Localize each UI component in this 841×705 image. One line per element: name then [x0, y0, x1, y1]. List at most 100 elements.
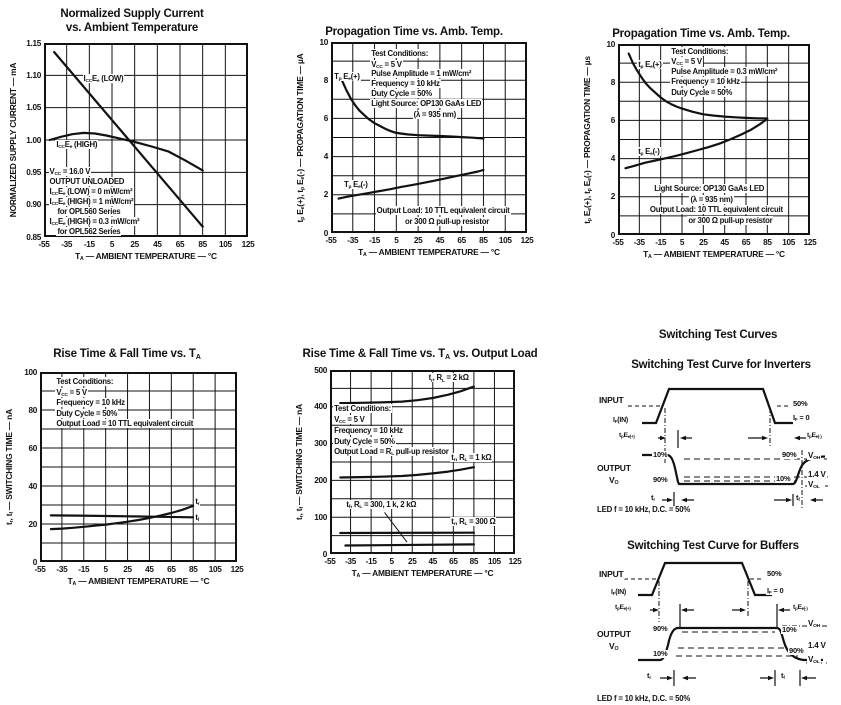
- input-waveform: [638, 561, 772, 597]
- y-tick-label: 4: [610, 154, 616, 164]
- x-axis-title: TA — AMBIENT TEMPERATURE — °C: [351, 568, 494, 580]
- arrowhead: [653, 607, 659, 613]
- x-tick-label: 105: [782, 238, 796, 247]
- y-tick-label: 20: [28, 519, 37, 529]
- v14-label: 1.4 V: [807, 641, 827, 650]
- y-axis-title: tp Ee(+), tp Ee(-) — PROPAGATION TIME — …: [295, 53, 307, 222]
- plot-border: [331, 42, 527, 233]
- x-tick-label: -35: [61, 240, 73, 249]
- plot-border: [330, 370, 515, 554]
- series-tp Ee(-): [624, 117, 769, 170]
- leader-line: [384, 512, 408, 543]
- annotation: Pulse Amplitude = 0.3 mW/cm²: [670, 66, 779, 76]
- chart-title: Propagation Time vs. Amb. Temp.: [612, 27, 790, 41]
- trtf-bracket-lines: [662, 492, 823, 508]
- x-tick-label: 105: [218, 240, 232, 249]
- arrowhead: [740, 607, 746, 613]
- chart-normalized-supply-current: Normalized Supply Current vs. Ambient Tem…: [8, 8, 255, 262]
- fifty-percent-label: 50%: [766, 569, 783, 578]
- arrowhead: [810, 497, 816, 503]
- ninety-percent-left-label: 90%: [652, 624, 669, 633]
- annotation: tr: [194, 497, 201, 508]
- ten-percent-right-label: 10%: [775, 474, 792, 483]
- y-tick-label: 6: [323, 113, 329, 123]
- x-tick-label: 45: [720, 238, 729, 247]
- y-tick-label: 0.85: [26, 232, 41, 242]
- x-tick-label: 125: [230, 565, 244, 574]
- x-tick-label: 85: [188, 565, 198, 574]
- y-tick-label: 0.95: [26, 167, 41, 177]
- x-tick-label: 45: [435, 236, 445, 245]
- x-tick-label: -55: [34, 565, 46, 574]
- plot-border: [618, 44, 810, 235]
- chart-propagation-time-1mw: Propagation Time vs. Amb. Temp. -55 -35 -15…: [295, 26, 534, 258]
- fifty-percent-label: 50%: [792, 399, 809, 408]
- voh-label: VOH: [807, 619, 822, 630]
- x-tick-label: 45: [153, 240, 162, 249]
- plot-border: [40, 372, 237, 562]
- annotation: Output Load: 10 TTL equivalent circuit: [648, 205, 784, 215]
- chart-title-line: Propagation Time vs. Amb. Temp.: [325, 26, 503, 38]
- ten-percent-right-label: 10%: [781, 625, 798, 634]
- annotation: Frequency = 10 kHz: [333, 426, 404, 436]
- annotation: Duty Cycle = 50%: [370, 89, 433, 99]
- x-tick-label: 65: [167, 565, 176, 574]
- annotation: VCC = 5 V: [55, 387, 88, 398]
- annotation: Test Conditions:: [55, 377, 115, 387]
- input-label: INPUT: [598, 569, 625, 579]
- series-ICCEe (HIGH): [48, 131, 204, 172]
- tr-label: tr: [646, 671, 652, 681]
- arrowhead: [768, 675, 774, 681]
- v14-label: 1.4 V: [807, 470, 827, 479]
- y-axis-title: tr, tf — SWITCHING TIME — nA: [4, 409, 16, 525]
- y-axis-title: tp Ee(+), tp Ee(-) — PROPAGATION TIME — …: [582, 55, 594, 224]
- annotation: Light Source: OP130 GaAs LED: [653, 184, 766, 194]
- vol-label: VOL: [807, 480, 821, 491]
- annotation: Frequency = 10 kHz: [370, 79, 441, 89]
- x-tick-label: 65: [449, 557, 458, 566]
- y-tick-label: 100: [314, 512, 327, 522]
- buffer-timing-diagram: INPUT IF(IN) 50% IF = 0 tpEe(+) tpEe(-) OUTPUT…: [590, 556, 841, 705]
- x-tick-label: 105: [488, 557, 501, 566]
- annotation: or 300 Ω pull-up resistor: [403, 216, 491, 226]
- y-tick-label: 8: [323, 75, 329, 85]
- x-tick-label: 25: [407, 557, 417, 566]
- x-tick-label: 85: [763, 238, 772, 247]
- x-tick-label: 65: [741, 238, 751, 247]
- annotation: Duty Cycle = 50%: [670, 87, 734, 97]
- x-tick-label: 5: [103, 565, 109, 574]
- annotation: VCC = 5 V: [370, 59, 403, 70]
- annotation: Pulse Amplitude = 1 mW/cm²: [370, 69, 473, 79]
- arrowhead: [667, 497, 673, 503]
- if-zero-label: IF = 0: [766, 586, 785, 596]
- y-tick-label: 40: [28, 481, 37, 491]
- ninety-percent-right-label: 90%: [788, 646, 805, 655]
- annotation: (λ = 935 nm): [689, 194, 734, 204]
- chart-title-line: Propagation Time vs. Amb. Temp.: [612, 28, 790, 40]
- annotation: or 300 Ω pull-up resistor: [687, 215, 774, 225]
- annotation: tr, RL = 1 kΩ: [450, 452, 493, 463]
- annotation: Frequency = 10 kHz: [55, 398, 126, 408]
- x-tick-label: 5: [394, 236, 399, 245]
- inverter-timing-diagram: INPUT IF(IN) 50% IF = 0 tpEe(+) tpEe(-) OUTPUT…: [590, 380, 841, 516]
- arrowhead: [680, 435, 686, 441]
- annotation: tr, RL = 300 Ω: [450, 516, 497, 527]
- annotation: ICCEe (LOW) = 0 mW/cm²: [48, 187, 134, 198]
- x-axis-title: TA — AMBIENT TEMPERATURE — °C: [643, 249, 785, 261]
- annotation: Test Conditions:: [370, 49, 430, 59]
- series-Tp Ee(+): [340, 79, 485, 140]
- chart-title: Normalized Supply Current vs. Ambient Tem…: [60, 7, 203, 35]
- output-label: OUTPUT: [596, 463, 632, 473]
- annotation: VCC = 16.0 V: [48, 167, 92, 178]
- x-tick-label: 85: [198, 240, 207, 249]
- tp-minus-label: tpEe(-): [806, 432, 823, 440]
- buffer-diagram-title: Switching Test Curve for Buffers: [627, 540, 799, 552]
- arrowhead: [794, 435, 800, 441]
- x-tick-label: -15: [655, 238, 667, 247]
- output-label: OUTPUT: [596, 629, 632, 639]
- tf-label: tf: [780, 671, 786, 681]
- annotation: Output Load: 10 TTL equivalent circuit: [375, 206, 511, 216]
- x-tick-label: -55: [325, 236, 337, 245]
- annotation: for OPL562 Series: [56, 226, 122, 236]
- x-tick-label: -15: [83, 240, 95, 249]
